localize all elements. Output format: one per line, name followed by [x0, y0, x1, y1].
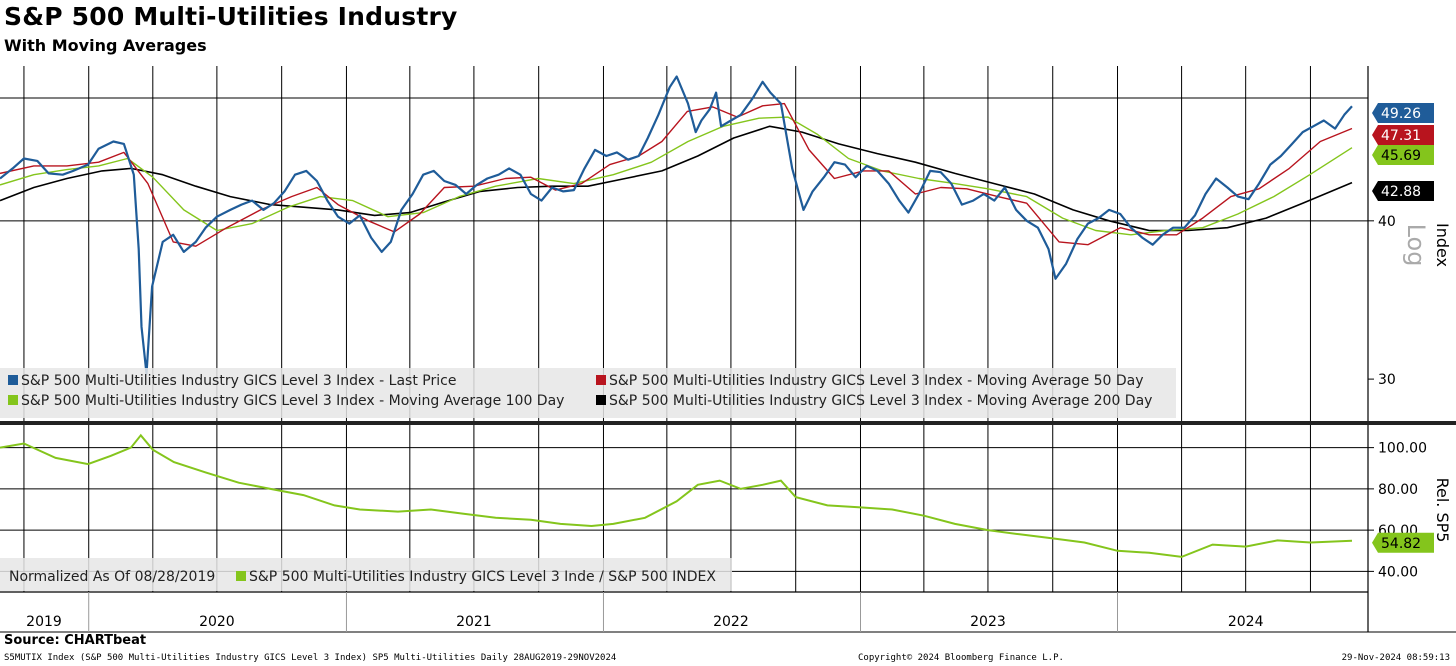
- badge-relative-label: 54.82: [1381, 536, 1421, 552]
- panel-divider: [0, 421, 1456, 425]
- badge-last-price: [1372, 103, 1434, 123]
- badge-ma50-label: 47.31: [1381, 128, 1421, 144]
- legend-main: S&P 500 Multi-Utilities Industry GICS Le…: [0, 368, 1176, 418]
- series-line-1: [0, 102, 1353, 247]
- source-note: Source: CHARTbeat: [4, 633, 147, 648]
- badge-last-price-label: 49.26: [1381, 106, 1421, 122]
- legend-box: [0, 368, 1176, 418]
- legend-item: S&P 500 Multi-Utilities Industry GICS Le…: [609, 373, 1144, 389]
- footer-copyright: Copyright© 2024 Bloomberg Finance L.P.: [858, 653, 1064, 663]
- chart-frame: [0, 66, 1456, 633]
- badge-ma100-label: 45.69: [1381, 148, 1421, 164]
- y-tick-label: 80.00: [1378, 482, 1418, 498]
- legend-swatch: [596, 375, 606, 385]
- legend-swatch: [8, 375, 18, 385]
- legend-item: S&P 500 Multi-Utilities Industry GICS Le…: [21, 373, 456, 389]
- y-axis-title-relative: Rel. SP5: [1433, 478, 1452, 543]
- log-scale-label: Log: [1402, 224, 1430, 267]
- footer-timestamp: 29-Nov-2024 08:59:13: [1341, 653, 1450, 663]
- relative-line: [0, 433, 1353, 558]
- y-tick-label: 40: [1378, 214, 1396, 230]
- y-tick-label: 40.00: [1378, 564, 1418, 580]
- badge-ma200-label: 42.88: [1381, 184, 1421, 200]
- chart-title: S&P 500 Multi-Utilities Industry: [4, 2, 458, 31]
- grid-lines: [0, 66, 1368, 592]
- legend-item: S&P 500 Multi-Utilities Industry GICS Le…: [249, 569, 716, 585]
- x-tick-label: 2023: [970, 614, 1006, 630]
- chart-subtitle: With Moving Averages: [4, 36, 207, 55]
- legend-swatch: [8, 395, 18, 405]
- y-axis-title: Index: [1433, 223, 1452, 267]
- series-line-3: [0, 125, 1353, 232]
- axis-labels: 2019 2020 2021 2022 2023 20244030100.0080.006…: [26, 214, 1452, 630]
- legend-relative: Normalized As Of 08/28/2019 S&P 500 Multi…: [0, 558, 732, 591]
- badge-relative: [1372, 532, 1434, 553]
- x-tick-label: 2019: [26, 614, 62, 630]
- badge-ma50: [1372, 125, 1434, 145]
- series-lines: [0, 75, 1353, 558]
- x-tick-label: 2022: [713, 614, 749, 630]
- legend-item: S&P 500 Multi-Utilities Industry GICS Le…: [609, 393, 1152, 409]
- legend-item: S&P 500 Multi-Utilities Industry GICS Le…: [21, 393, 564, 409]
- legend-box-relative: [0, 558, 732, 591]
- x-tick-label: 2020: [199, 614, 235, 630]
- value-badges: 49.26 47.31 45.69 42.88 54.82: [1372, 103, 1434, 553]
- y-tick-label: 100.00: [1378, 441, 1427, 457]
- legend-note: Normalized As Of 08/28/2019: [9, 569, 215, 585]
- series-line-0: [0, 75, 1353, 375]
- series-line-2: [0, 116, 1353, 236]
- x-tick-label: 2024: [1228, 614, 1264, 630]
- badge-ma200: [1372, 181, 1434, 201]
- x-tick-label: 2021: [456, 614, 492, 630]
- legend-swatch: [596, 395, 606, 405]
- y-tick-label: 30: [1378, 372, 1396, 388]
- badge-ma100: [1372, 145, 1434, 165]
- footer-ticker-info: S5MUTIX Index (S&P 500 Multi-Utilities I…: [4, 653, 617, 663]
- legend-swatch: [236, 571, 246, 581]
